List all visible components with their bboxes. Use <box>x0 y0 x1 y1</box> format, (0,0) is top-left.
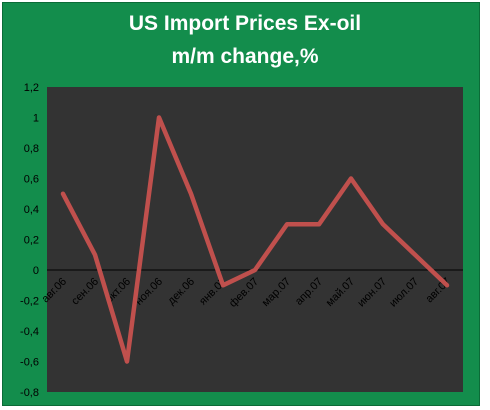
y-tick-label: -0,4 <box>20 326 39 338</box>
y-tick-label: -0,2 <box>20 296 39 308</box>
plot-area <box>47 87 463 392</box>
y-tick-label: 0,4 <box>24 204 39 216</box>
y-tick-label: 0 <box>33 265 39 277</box>
chart-subtitle: m/m change,% <box>171 45 319 68</box>
y-tick-label: -0,8 <box>20 387 39 399</box>
y-tick-label: 1 <box>33 113 39 125</box>
y-tick-label: 0,6 <box>24 174 39 186</box>
y-tick-label: -0,6 <box>20 357 39 369</box>
chart-title: US Import Prices Ex-oil <box>128 12 362 35</box>
y-axis-tick-labels: 1,2 1 0,8 0,6 0,4 0,2 0 -0,2 -0,4 -0,6 -0,8 <box>20 82 39 399</box>
series-line <box>60 115 450 364</box>
y-tick-label: 0,8 <box>24 143 39 155</box>
y-tick-label: 0,2 <box>24 235 39 247</box>
y-tick-label: 1,2 <box>24 82 39 94</box>
